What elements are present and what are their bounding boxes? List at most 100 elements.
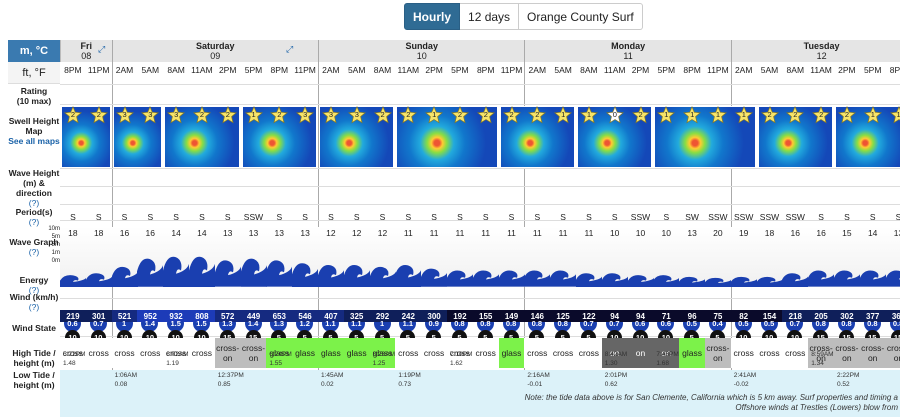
wave-period: 12 [377, 228, 388, 238]
wave-shape [189, 256, 215, 287]
see-all-maps-link[interactable]: See all maps [8, 136, 60, 146]
swell-map[interactable] [396, 106, 498, 168]
wave-height-value: 1 [122, 319, 127, 328]
wave-shape [214, 260, 241, 287]
wind-state-cell: cross [85, 338, 112, 368]
wave-height-value: 0.8 [841, 319, 852, 328]
wave-height-value: 0.6 [634, 319, 646, 328]
swell-map[interactable] [654, 106, 756, 168]
wave-shape [60, 274, 86, 287]
tide-cell [730, 370, 757, 417]
energy-value: 449 [240, 310, 267, 322]
wave-height-marker: 0.4 [705, 187, 731, 332]
wind-help-link[interactable]: (?) [28, 302, 40, 312]
day-name: Sunday [405, 41, 438, 51]
energy-help-link[interactable]: (?) [28, 285, 40, 295]
wave-shape [240, 258, 267, 287]
rating-star-icon: 2 [528, 105, 547, 124]
wave-period: 13 [248, 228, 259, 238]
wind-label: Wind (km/h) (?) [8, 292, 60, 312]
star-shape [631, 105, 650, 124]
tab-orange-county-surf[interactable]: Orange County Surf [519, 3, 643, 30]
wave-glyph-icon [550, 269, 577, 287]
wind-state-label: Wind State [8, 323, 60, 333]
wave-shape [498, 270, 525, 287]
high-tide-entry: 8:42AM 1.30 [605, 351, 627, 367]
wave-height-marker: 1.5 [189, 187, 215, 332]
wave-height-value: 0.5 [686, 319, 697, 328]
wave-help-link[interactable]: (?) [28, 198, 40, 208]
wind-label-text: Wind (km/h) [9, 292, 59, 302]
hour-label: 2PM [425, 65, 443, 75]
period-help-link[interactable]: (?) [28, 217, 40, 227]
rating-star-icon: 2 [193, 105, 211, 124]
low-tide-entry: 2:22PM 0.52 [837, 372, 859, 388]
wave-direction: S [121, 212, 128, 222]
rating-value: 3 [148, 110, 153, 119]
day-name: Fri [80, 41, 93, 51]
hour-label: 2PM [838, 65, 856, 75]
high-tide-height: 1.25 [372, 360, 386, 367]
high-tide-time: 8:02AM [166, 351, 189, 358]
rating-value: 1 [664, 110, 669, 119]
rating-star-icon: 2 [270, 105, 289, 124]
energy-value: 94 [601, 310, 628, 322]
hour-label: 2PM [631, 65, 650, 75]
wave-shape [395, 264, 422, 287]
row-divider [60, 84, 900, 85]
energy-value: 301 [85, 310, 112, 322]
wind-state-cell: cross [395, 338, 422, 368]
rating-value: 2 [380, 110, 385, 119]
hour-label: 11AM [603, 65, 626, 75]
high-tide-entry: 8:23AM 1.25 [373, 351, 395, 367]
wave-glyph-icon [292, 261, 319, 287]
star-shape [373, 105, 392, 124]
wave-graph-help-link[interactable]: (?) [28, 247, 40, 257]
expand-icon[interactable]: ⤢ [98, 44, 106, 54]
forecast-column: 8AM21S122925SSWglass [369, 62, 396, 417]
wave-height-value: 1.5 [196, 319, 207, 328]
wind-state-cell: on [601, 338, 628, 368]
rating-star-icon: 2 [502, 105, 521, 124]
wave-period: 10 [635, 228, 646, 238]
wave-shape [550, 270, 577, 287]
tide-cell [627, 370, 654, 417]
high-tide-time: 6:24PM [269, 351, 292, 358]
energy-value: 219 [60, 310, 86, 322]
low-tide-time: 2:01PM [604, 372, 628, 379]
tide-cell [524, 370, 551, 417]
wave-direction: S [405, 212, 412, 222]
wave-glyph-icon [85, 272, 112, 287]
hour-label: 5PM [244, 65, 263, 75]
energy-value: 808 [189, 310, 215, 322]
day-number: 09 [210, 51, 221, 61]
low-tide-entry: 2:16AM -0.01 [527, 372, 549, 388]
day-header: Tuesday 12 [730, 40, 900, 62]
star-shape [683, 105, 702, 124]
unit-metric-button[interactable]: m, °C [8, 40, 60, 62]
tab-hourly[interactable]: Hourly [404, 3, 461, 30]
tide-cell [318, 370, 344, 417]
rating-value: 2 [483, 110, 488, 119]
tab-12-days[interactable]: 12 days [460, 3, 520, 30]
wave-period: 14 [867, 228, 878, 238]
star-shape [863, 105, 882, 124]
wave-height-value: 1.1 [351, 319, 362, 328]
energy-value: 292 [369, 310, 396, 322]
wave-height-value: 0.8 [454, 319, 465, 328]
scale-10m: 10m [48, 226, 60, 232]
high-tide-time: 5:22PM [63, 351, 86, 358]
wind-speed-circle: 15 [890, 330, 900, 345]
wave-direction: S [663, 212, 670, 222]
wave-period: 15 [842, 228, 852, 238]
wave-height-value: 1 [380, 319, 385, 328]
wave-direction: S [611, 212, 618, 222]
expand-icon[interactable]: ⤢ [286, 44, 294, 54]
unit-imperial-button[interactable]: ft, °F [8, 62, 60, 84]
tide-cell [472, 370, 499, 417]
